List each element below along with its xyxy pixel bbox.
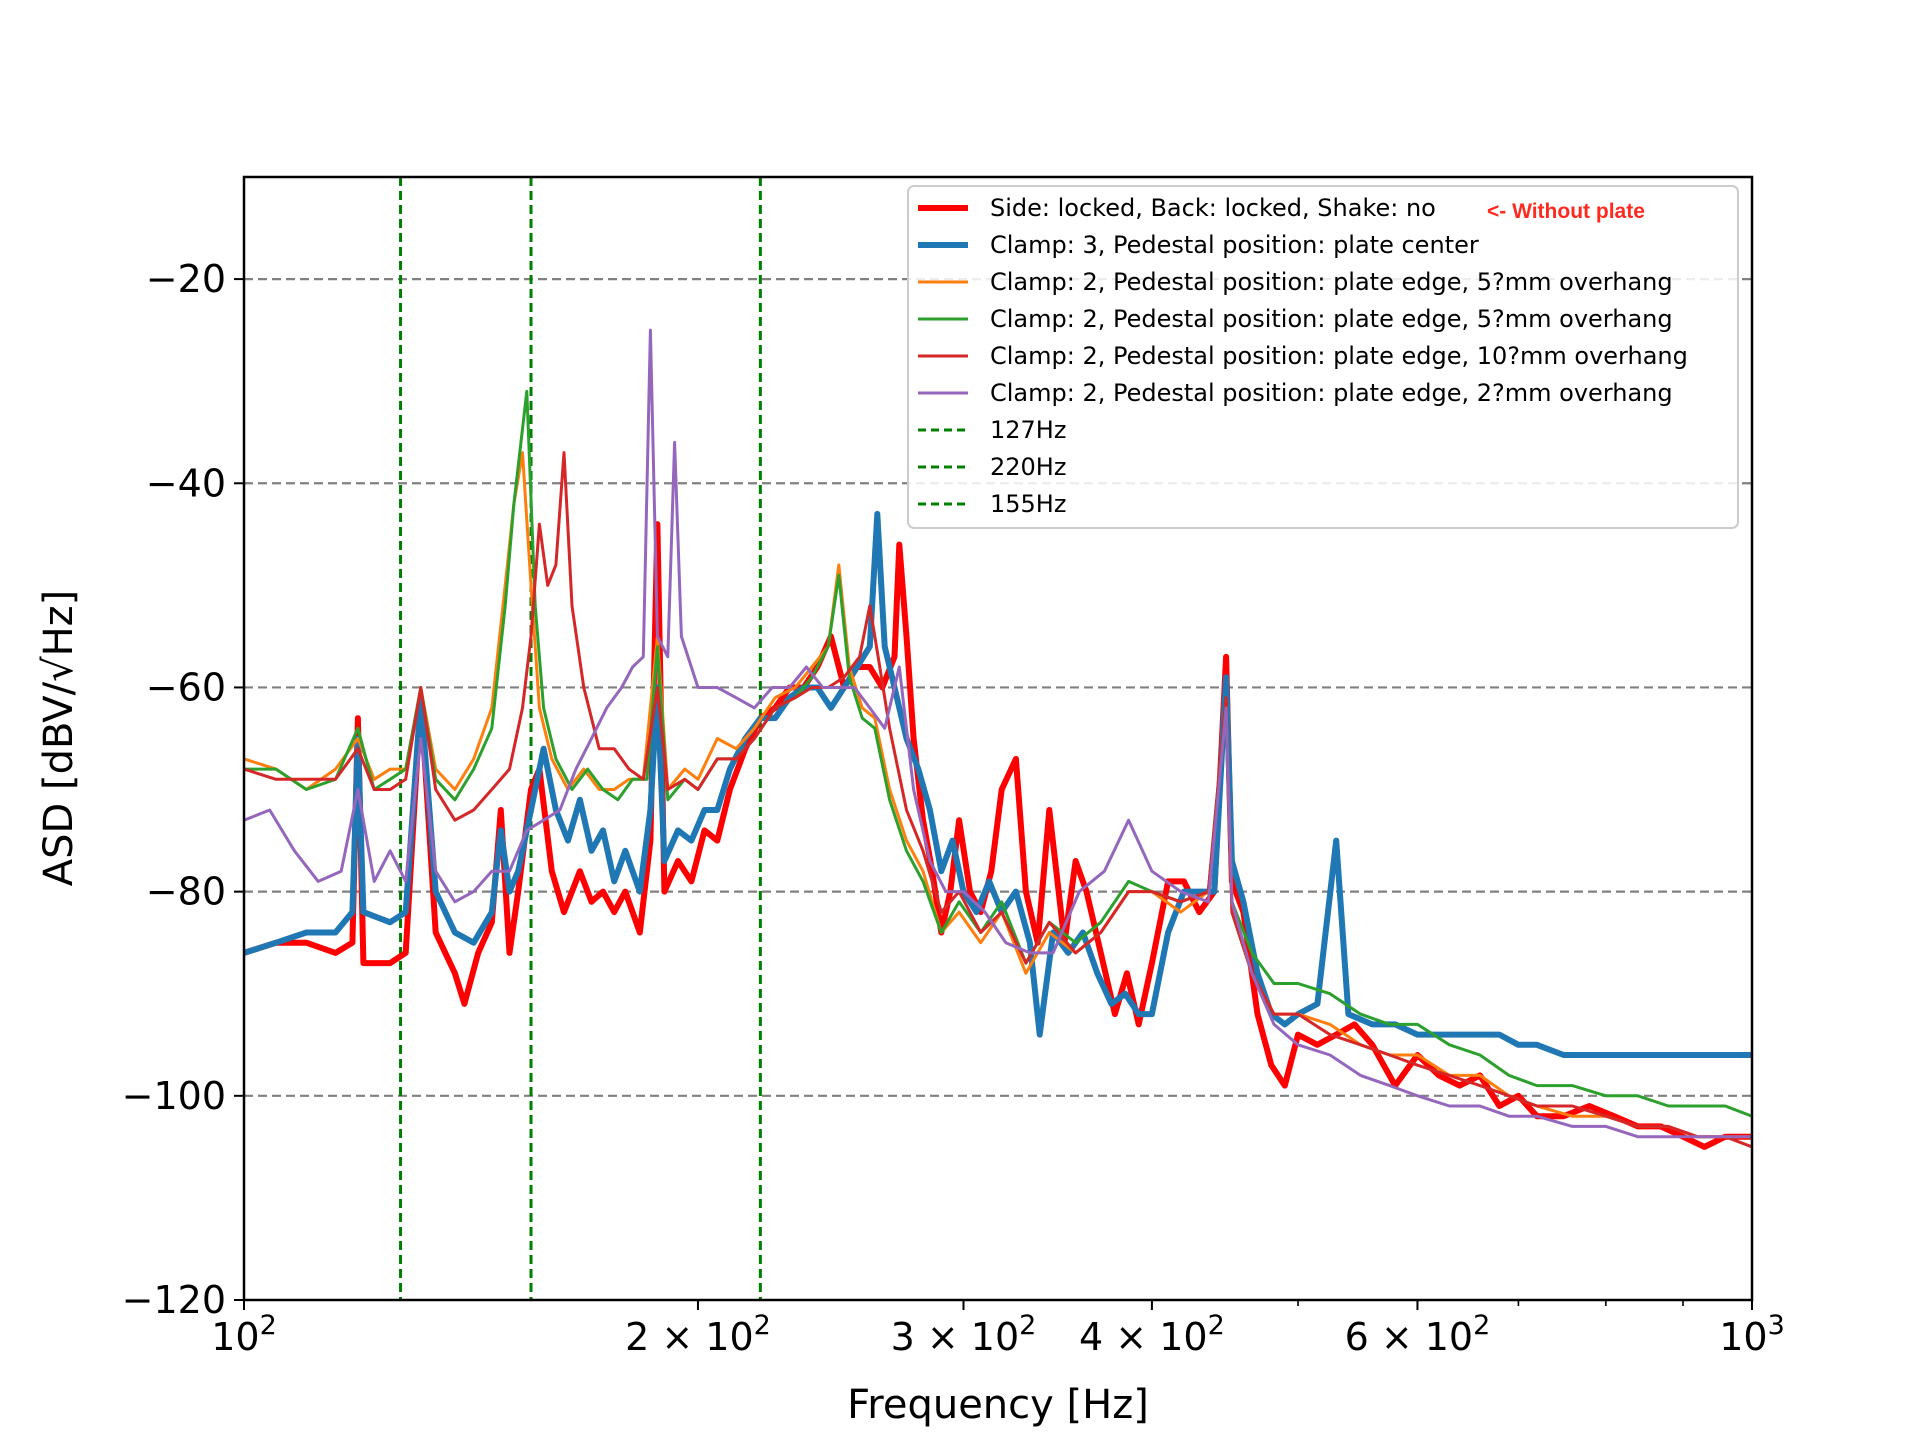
x-tick-exponent: 2 [1473, 1310, 1490, 1341]
x-tick-base: 2 × 10 [625, 1315, 754, 1359]
x-tick-exponent: 2 [754, 1310, 771, 1341]
legend-label: Side: locked, Back: locked, Shake: no [990, 194, 1436, 222]
x-axis-ticks: 102 2 × 102 3 × 102 4 × 102 6 × 102 103 [211, 1300, 1785, 1359]
x-tick-exponent: 3 [1768, 1310, 1785, 1341]
legend-label: 155Hz [990, 490, 1066, 518]
y-tick-label: −20 [146, 257, 226, 301]
x-tick-exponent: 2 [1019, 1310, 1036, 1341]
legend-box [907, 185, 1739, 529]
legend-label: Clamp: 2, Pedestal position: plate edge,… [990, 305, 1673, 333]
y-tick-label: −40 [146, 461, 226, 505]
legend-label: Clamp: 2, Pedestal position: plate edge,… [990, 268, 1673, 296]
series-lines [244, 328, 1752, 1150]
x-tick-base: 4 × 10 [1079, 1315, 1208, 1359]
legend-label: Clamp: 3, Pedestal position: plate cente… [990, 231, 1479, 259]
y-tick-label: −100 [122, 1074, 226, 1118]
x-tick-label: 102 [211, 1310, 277, 1359]
x-tick-base: 10 [1719, 1315, 1767, 1359]
y-tick-label: −80 [146, 870, 226, 914]
x-tick-label: 103 [1719, 1310, 1785, 1359]
x-tick-label: 2 × 102 [625, 1310, 771, 1359]
plot-frame [242, 175, 1754, 1302]
series-line-4 [244, 389, 1752, 1118]
x-tick-exponent: 2 [1208, 1310, 1225, 1341]
legend-label: 127Hz [990, 416, 1066, 444]
x-tick-label: 3 × 102 [891, 1310, 1037, 1359]
x-tick-label: 6 × 102 [1345, 1310, 1491, 1359]
y-tick-label: −120 [122, 1278, 226, 1322]
x-tick-base: 3 × 10 [891, 1315, 1020, 1359]
without-plate-note: <- Without plate [1487, 200, 1645, 223]
legend-label: 220Hz [990, 453, 1066, 481]
y-axis-label: ASD [dBV/√Hz] [36, 590, 82, 886]
x-tick-label: 4 × 102 [1079, 1310, 1225, 1359]
frequency-markers [399, 177, 762, 1300]
series-line-5 [244, 451, 1752, 1149]
y-tick-label: −60 [146, 665, 226, 709]
series-line-6 [244, 328, 1752, 1139]
legend-label: Clamp: 2, Pedestal position: plate edge,… [990, 342, 1688, 370]
x-axis-label: Frequency [Hz] [847, 1382, 1149, 1428]
x-tick-exponent: 2 [260, 1310, 277, 1341]
legend-label: Clamp: 2, Pedestal position: plate edge,… [990, 379, 1673, 407]
y-axis-ticks: −20 −40 −60 −80 −100 −120 [122, 257, 244, 1322]
x-tick-base: 10 [211, 1315, 259, 1359]
x-tick-base: 6 × 10 [1345, 1315, 1474, 1359]
legend: Side: locked, Back: locked, Shake: no Cla… [907, 185, 1739, 529]
